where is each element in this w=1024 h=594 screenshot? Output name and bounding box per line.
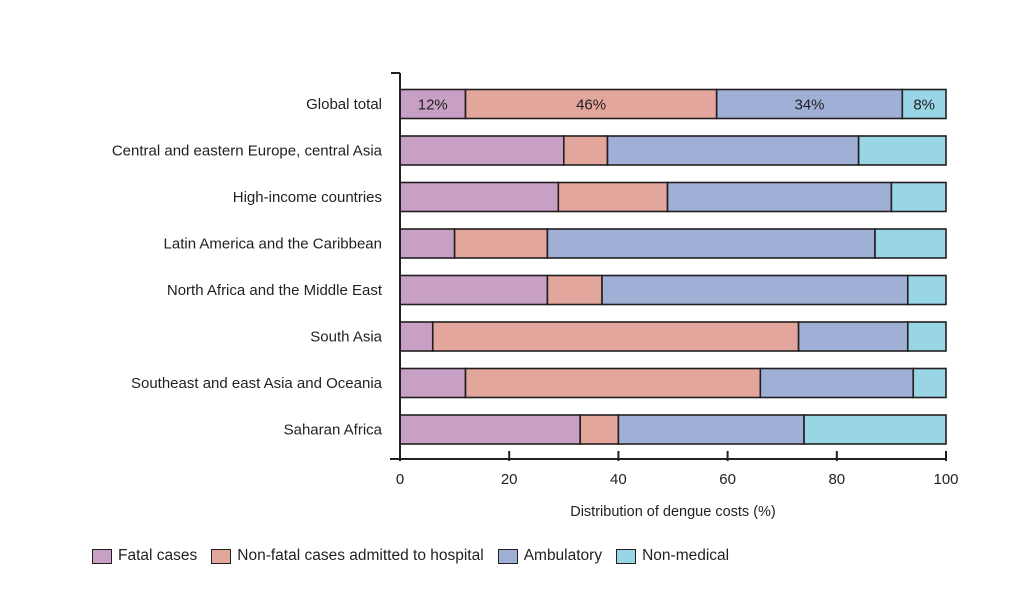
legend-swatch [92, 548, 112, 564]
bar-segment-ambulatory [715, 88, 904, 120]
bar-segment-non-medical [874, 228, 947, 259]
bar-segment-non-fatal-cases-admitted-to-hospital [464, 88, 718, 120]
bar-segment-non-medical [901, 88, 947, 120]
data-label: 46% [576, 97, 606, 114]
bar-segment-non-medical [890, 181, 947, 213]
legend-label: Fatal cases [118, 547, 198, 564]
legend: Fatal cases Non-fatal cases admitted to h… [92, 547, 743, 565]
bar-segment-non-fatal-cases-admitted-to-hospital [431, 321, 800, 352]
bar-segment-fatal-cases [399, 367, 467, 399]
bar-segment-non-fatal-cases-admitted-to-hospital [579, 414, 620, 445]
x-tick-label: 20 [501, 471, 518, 488]
data-label: 8% [913, 97, 935, 114]
legend-swatch [211, 548, 232, 564]
bar-segment-fatal-cases [399, 228, 456, 259]
bar-segment-non-medical [906, 321, 947, 352]
bar-segment-fatal-cases [399, 135, 565, 166]
bar-segment-non-fatal-cases-admitted-to-hospital [546, 274, 603, 306]
axes: 0 20 40 60 80 100 [390, 72, 959, 488]
bar-segment-ambulatory [617, 414, 805, 445]
bar-segment-ambulatory [546, 228, 876, 259]
category-label: Latin America and the Caribbean [164, 236, 382, 253]
category-label: Southeast and east Asia and Oceania [131, 375, 383, 392]
bar-segment-non-fatal-cases-admitted-to-hospital [453, 228, 549, 259]
legend-label: Non-fatal cases admitted to hospital [237, 547, 484, 564]
bar-segment-non-fatal-cases-admitted-to-hospital [464, 367, 762, 399]
bar-segment-ambulatory [759, 367, 915, 399]
bar-segment-fatal-cases [399, 414, 581, 445]
x-tick-label: 0 [396, 471, 404, 488]
bars-layer: 12% 46% 34% 8% [399, 88, 947, 445]
x-tick-label: 100 [933, 471, 958, 488]
category-label: Global total [306, 96, 382, 113]
bar-segment-non-medical [857, 135, 947, 166]
x-tick-label: 80 [828, 471, 845, 488]
data-label: 12% [418, 97, 448, 114]
category-label: South Asia [310, 329, 382, 346]
bar-segment-non-medical [803, 414, 947, 445]
legend-item: Fatal cases [92, 547, 197, 565]
legend-label: Non-medical [642, 547, 730, 564]
bar-segment-non-fatal-cases-admitted-to-hospital [562, 135, 609, 166]
category-label: Central and eastern Europe, central Asia [112, 143, 383, 160]
x-tick-label: 40 [610, 471, 627, 488]
legend-swatch [616, 548, 637, 564]
legend-item: Ambulatory [497, 547, 603, 565]
data-label: 34% [794, 97, 824, 114]
bar-segment-non-fatal-cases-admitted-to-hospital [557, 181, 669, 213]
bar-segment-fatal-cases [399, 321, 434, 352]
bar-segment-ambulatory [797, 321, 909, 352]
bar-segment-non-medical [906, 274, 947, 306]
bar-segment-ambulatory [666, 181, 893, 213]
bar-segment-ambulatory [601, 274, 909, 306]
bar-segment-fatal-cases [399, 274, 549, 306]
category-label: North Africa and the Middle East [167, 282, 383, 299]
x-tick-label: 60 [719, 471, 736, 488]
category-labels: Global total Central and eastern Europe, … [112, 96, 383, 439]
category-label: High-income countries [233, 189, 382, 206]
x-axis-title: Distribution of dengue costs (%) [570, 504, 776, 520]
legend-label: Ambulatory [523, 547, 603, 564]
legend-item: Non-medical [616, 547, 729, 565]
bar-segment-ambulatory [606, 135, 860, 166]
bar-segment-fatal-cases [399, 181, 560, 213]
category-label: Saharan Africa [284, 422, 383, 439]
legend-item: Non-fatal cases admitted to hospital [211, 547, 484, 565]
bar-segment-non-medical [912, 367, 947, 399]
legend-swatch [497, 548, 518, 564]
